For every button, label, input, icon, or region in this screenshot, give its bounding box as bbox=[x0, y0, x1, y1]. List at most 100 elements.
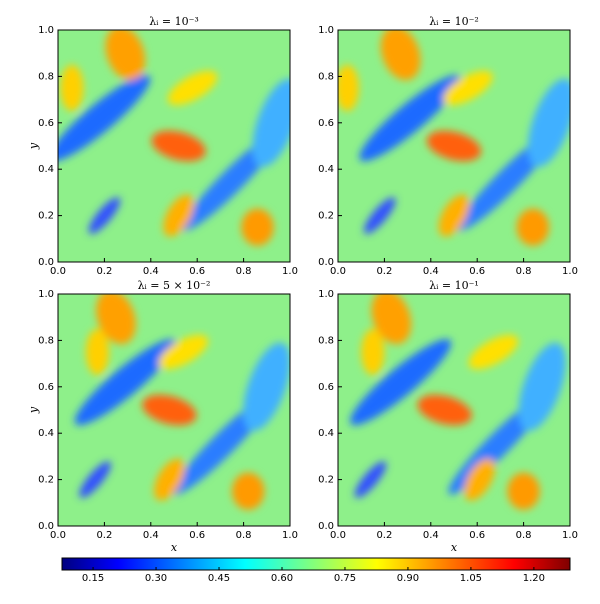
field-blob bbox=[359, 75, 461, 162]
y-tick-label: 0.2 bbox=[318, 475, 334, 486]
field-blob bbox=[338, 64, 359, 112]
y-tick-label: 0.6 bbox=[38, 118, 54, 129]
x-tick-label: 0.6 bbox=[469, 266, 485, 277]
plot-frame bbox=[337, 29, 571, 263]
colorbar-tick-label: 0.60 bbox=[271, 573, 293, 584]
x-tick-label: 0.6 bbox=[469, 530, 485, 541]
field bbox=[338, 30, 570, 262]
field-blob bbox=[241, 208, 274, 246]
field-blob bbox=[154, 458, 185, 501]
field-blob bbox=[363, 197, 396, 234]
field-blob bbox=[518, 342, 566, 431]
field-blob bbox=[527, 78, 570, 167]
colorbar-tick-label: 1.05 bbox=[460, 573, 482, 584]
y-tick-label: 0.4 bbox=[318, 164, 334, 175]
x-tick-label: 1.0 bbox=[282, 266, 298, 277]
x-tick-label: 0.8 bbox=[236, 530, 252, 541]
x-tick-label: 0.2 bbox=[376, 266, 392, 277]
colorbar-tick-label: 1.20 bbox=[523, 573, 545, 584]
field-blob bbox=[371, 294, 412, 345]
x-tick-label: 0.4 bbox=[423, 530, 439, 541]
x-tick-label: 0.4 bbox=[143, 266, 159, 277]
y-axis-label: y bbox=[27, 142, 40, 150]
field-blob bbox=[417, 394, 472, 426]
field-blobs bbox=[338, 30, 570, 246]
x-axis-label: x bbox=[451, 541, 458, 554]
colorbar-tick-label: 0.45 bbox=[208, 573, 230, 584]
field-blob bbox=[438, 194, 470, 237]
x-tick-label: 1.0 bbox=[562, 266, 578, 277]
field-blob bbox=[85, 328, 110, 376]
panel-title: λᵢ = 5 × 10⁻² bbox=[138, 279, 211, 292]
field-blob bbox=[151, 130, 206, 162]
field-blob bbox=[443, 70, 493, 106]
panel-title: λᵢ = 10⁻³ bbox=[149, 15, 199, 28]
y-tick-label: 0.0 bbox=[38, 257, 54, 268]
y-tick-label: 0.8 bbox=[38, 71, 54, 82]
field-blob bbox=[354, 461, 387, 498]
field-blob bbox=[426, 130, 482, 162]
x-tick-label: 0.0 bbox=[330, 266, 346, 277]
field-blob bbox=[516, 208, 550, 246]
field-blob bbox=[464, 458, 495, 501]
x-tick-label: 0.0 bbox=[330, 530, 346, 541]
x-tick-label: 0.4 bbox=[143, 530, 159, 541]
field bbox=[58, 30, 290, 262]
field-blob bbox=[158, 334, 209, 370]
x-tick-label: 0.2 bbox=[376, 530, 392, 541]
field-blob bbox=[58, 75, 151, 162]
y-tick-label: 0.6 bbox=[318, 382, 334, 393]
y-tick-label: 1.0 bbox=[38, 25, 54, 36]
y-tick-label: 0.8 bbox=[38, 335, 54, 346]
field-blob bbox=[350, 339, 452, 426]
field-blob bbox=[167, 70, 218, 106]
x-tick-label: 0.6 bbox=[189, 530, 205, 541]
y-axis-label: y bbox=[27, 406, 40, 414]
x-tick-label: 0.4 bbox=[423, 266, 439, 277]
colorbar-tick-label: 0.75 bbox=[334, 573, 356, 584]
x-axis-label: x bbox=[171, 541, 178, 554]
y-tick-label: 0.2 bbox=[38, 475, 54, 486]
y-tick-label: 0.6 bbox=[38, 382, 54, 393]
y-tick-label: 0.4 bbox=[38, 164, 54, 175]
x-tick-label: 1.0 bbox=[282, 530, 298, 541]
x-tick-label: 0.0 bbox=[50, 530, 66, 541]
field-blob bbox=[380, 30, 421, 81]
y-tick-label: 0.8 bbox=[318, 335, 334, 346]
x-tick-label: 0.2 bbox=[96, 530, 112, 541]
y-tick-label: 0.0 bbox=[318, 521, 334, 532]
field-blob bbox=[105, 30, 146, 81]
x-tick-label: 1.0 bbox=[562, 530, 578, 541]
x-tick-label: 0.8 bbox=[516, 266, 532, 277]
field-blob bbox=[79, 461, 111, 498]
field-blob bbox=[252, 78, 290, 167]
y-tick-label: 0.6 bbox=[318, 118, 334, 129]
field-blob bbox=[163, 194, 194, 237]
panel-title: λᵢ = 10⁻² bbox=[429, 15, 479, 28]
field-blob bbox=[88, 197, 121, 234]
y-tick-label: 0.0 bbox=[38, 521, 54, 532]
field-blob bbox=[74, 339, 176, 426]
y-tick-label: 0.2 bbox=[38, 211, 54, 222]
x-tick-label: 0.6 bbox=[189, 266, 205, 277]
y-tick-label: 1.0 bbox=[318, 25, 334, 36]
panel-title: λᵢ = 10⁻¹ bbox=[429, 279, 479, 292]
field-blob bbox=[507, 472, 540, 510]
x-tick-label: 0.8 bbox=[236, 266, 252, 277]
field-blob bbox=[243, 342, 290, 431]
y-tick-label: 0.4 bbox=[38, 428, 54, 439]
field-blobs bbox=[74, 294, 290, 510]
x-tick-label: 0.0 bbox=[50, 266, 66, 277]
x-tick-label: 0.8 bbox=[516, 530, 532, 541]
y-tick-label: 1.0 bbox=[318, 289, 334, 300]
field-blob bbox=[361, 328, 385, 376]
field-blob bbox=[142, 394, 197, 426]
field-blobs bbox=[350, 294, 566, 510]
plot-frame bbox=[57, 29, 291, 263]
field-blob bbox=[60, 64, 84, 112]
x-tick-label: 0.2 bbox=[96, 266, 112, 277]
field bbox=[338, 294, 570, 526]
colorbar-tick-label: 0.15 bbox=[82, 573, 104, 584]
y-tick-label: 0.2 bbox=[318, 211, 334, 222]
